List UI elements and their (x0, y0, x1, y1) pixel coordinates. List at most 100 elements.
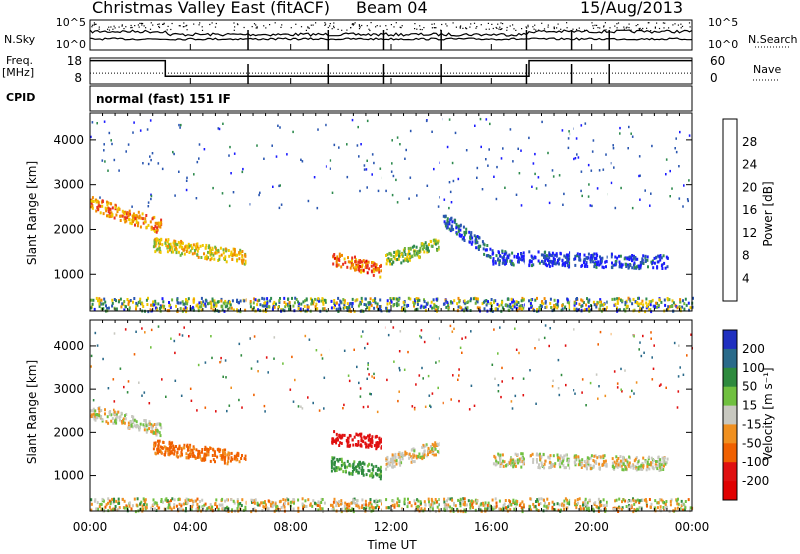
noise-search-dot (170, 28, 172, 31)
ground-scatter-cell (419, 500, 422, 504)
ground-scatter-cell (539, 502, 542, 505)
ground-scatter-cell (637, 296, 640, 300)
echo-cell (519, 257, 522, 261)
ground-scatter-cell (664, 506, 666, 510)
noise-search-dot (459, 27, 461, 29)
sparse-echo-cell (448, 118, 451, 121)
sparse-echo-cell (300, 405, 302, 408)
ground-scatter-cell (361, 504, 364, 508)
ground-scatter-cell (423, 298, 425, 302)
sparse-echo-cell (151, 152, 154, 155)
echo-cell (233, 454, 236, 458)
echo-cell (564, 255, 567, 259)
ground-scatter-cell (414, 502, 417, 506)
ground-scatter-cell (649, 506, 652, 509)
echo-cell (564, 264, 567, 268)
echo-cell (362, 268, 365, 272)
echo-cell (380, 469, 382, 473)
ground-scatter-cell (357, 504, 360, 508)
ground-scatter-cell (323, 298, 326, 302)
noise-search-dot (93, 24, 95, 26)
ground-scatter-cell (516, 500, 519, 503)
sparse-echo-cell (338, 146, 340, 149)
sparse-echo-cell (103, 120, 106, 123)
echo-cell (380, 474, 383, 478)
ground-scatter-cell (485, 303, 488, 307)
data-gap (570, 320, 574, 511)
sparse-echo-cell (220, 360, 222, 363)
echo-cell (636, 257, 639, 261)
echo-cell (574, 463, 577, 467)
noise-search-dot (635, 25, 637, 27)
sparse-echo-cell (264, 410, 266, 413)
echo-cell (375, 464, 378, 468)
echo-cell (446, 219, 449, 223)
echo-cell (417, 455, 420, 458)
echo-cell (418, 452, 421, 456)
ground-scatter-cell (202, 506, 205, 510)
ground-scatter-cell (323, 307, 326, 311)
echo-cell (601, 265, 604, 269)
ground-scatter-cell (683, 504, 686, 508)
ground-scatter-cell (652, 304, 655, 308)
ground-scatter-cell (185, 507, 187, 510)
power-colorbar-tick: 16 (742, 203, 757, 217)
ground-scatter-cell (650, 310, 653, 314)
echo-cell (398, 254, 400, 258)
echo-cell (450, 216, 453, 220)
ground-scatter-cell (343, 301, 346, 305)
echo-cell (189, 249, 192, 253)
velocity-ylabel: Slant Range [km] (25, 360, 39, 464)
sparse-echo-cell (180, 394, 183, 397)
ground-scatter-cell (261, 296, 264, 300)
echo-cell (357, 463, 360, 467)
echo-cell (335, 432, 338, 436)
ground-scatter-cell (250, 498, 253, 502)
ground-scatter-cell (494, 497, 497, 501)
echo-cell (346, 459, 349, 463)
echo-cell (421, 455, 424, 459)
ground-scatter-cell (590, 304, 592, 307)
ground-scatter-cell (432, 298, 435, 302)
ground-scatter-cell (219, 503, 222, 507)
velocity-colorbar-swatch (723, 443, 737, 463)
echo-cell (656, 266, 659, 270)
ground-scatter-cell (337, 504, 340, 507)
ground-scatter-cell (154, 501, 157, 505)
ground-scatter-cell (323, 501, 326, 505)
echo-cell (245, 457, 247, 461)
ground-scatter-cell (176, 298, 179, 302)
ground-scatter-cell (543, 498, 545, 502)
ground-scatter-cell (537, 503, 540, 507)
echo-cell (211, 252, 214, 255)
ground-scatter-cell (346, 502, 349, 506)
ground-scatter-cell (511, 308, 514, 312)
echo-cell (195, 448, 198, 452)
echo-cell (618, 263, 621, 267)
echo-cell (356, 464, 359, 468)
ground-scatter-cell (370, 304, 373, 308)
echo-cell (94, 418, 97, 422)
echo-cell (224, 448, 227, 452)
ground-scatter-cell (209, 503, 212, 507)
echo-cell (423, 243, 426, 247)
echo-cell (120, 420, 123, 423)
sparse-echo-cell (451, 161, 454, 165)
echo-cell (199, 244, 202, 248)
sparse-echo-cell (404, 157, 406, 160)
sparse-echo-cell (537, 176, 540, 179)
echo-cell (371, 439, 374, 443)
sparse-echo-cell (108, 131, 111, 135)
ground-scatter-cell (640, 302, 643, 306)
echo-cell (604, 459, 607, 463)
sparse-echo-cell (461, 351, 463, 354)
echo-cell (596, 456, 599, 460)
echo-cell (106, 214, 108, 218)
sparse-echo-cell (640, 354, 643, 358)
sparse-echo-cell (357, 125, 359, 129)
ground-scatter-cell (269, 502, 272, 506)
noise-search-dot (331, 28, 333, 30)
noise-search-dot (628, 27, 630, 29)
ground-scatter-cell (305, 297, 308, 301)
ground-scatter-cell (98, 304, 101, 308)
